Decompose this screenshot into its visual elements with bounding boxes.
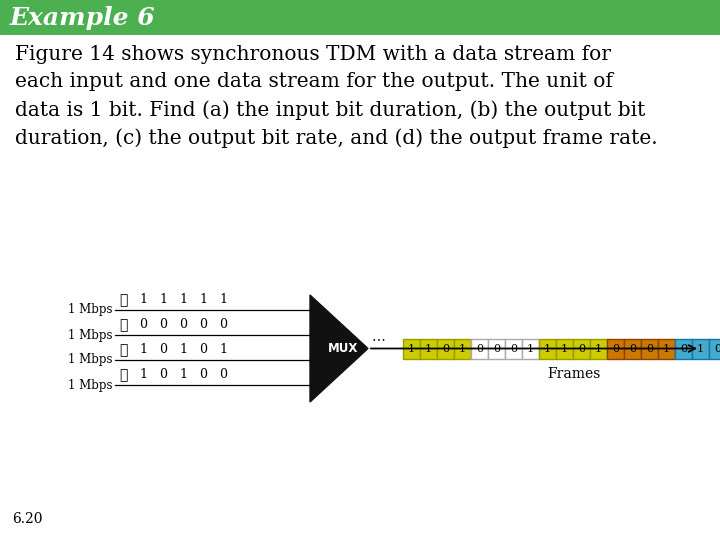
Text: 1 Mbps: 1 Mbps (68, 303, 112, 316)
Bar (539, 339, 556, 359)
Text: 1: 1 (527, 343, 534, 354)
Text: 1: 1 (139, 293, 147, 306)
Polygon shape (310, 295, 368, 402)
Bar (624, 339, 641, 359)
Text: 1: 1 (179, 368, 187, 381)
Text: 0: 0 (159, 368, 167, 381)
Text: Example 6: Example 6 (10, 5, 156, 30)
Text: ⋯: ⋯ (119, 318, 127, 332)
Text: 1: 1 (179, 293, 187, 306)
Text: 1: 1 (219, 343, 227, 356)
Text: ⋯: ⋯ (119, 293, 127, 307)
Text: 1: 1 (159, 293, 167, 306)
Text: 1: 1 (459, 343, 466, 354)
Text: 0: 0 (612, 343, 619, 354)
Text: 1: 1 (408, 343, 415, 354)
Text: 1: 1 (199, 293, 207, 306)
Text: 0: 0 (199, 368, 207, 381)
Text: 1: 1 (663, 343, 670, 354)
Bar (556, 339, 573, 359)
Text: 0: 0 (714, 343, 720, 354)
Text: 6.20: 6.20 (12, 512, 42, 526)
Bar (607, 339, 624, 359)
Text: 0: 0 (680, 343, 687, 354)
Text: 1: 1 (561, 343, 568, 354)
Text: 0: 0 (646, 343, 653, 354)
Text: 0: 0 (219, 318, 227, 331)
Text: 1: 1 (139, 368, 147, 381)
Text: 1: 1 (697, 343, 704, 354)
Text: ⋯: ⋯ (119, 343, 127, 357)
Text: Frames: Frames (547, 367, 600, 381)
Text: 1: 1 (595, 343, 602, 354)
Bar (709, 339, 720, 359)
Bar (454, 339, 471, 359)
Text: 0: 0 (179, 318, 187, 331)
Text: 0: 0 (493, 343, 500, 354)
Text: ⋯: ⋯ (371, 333, 385, 347)
Text: 0: 0 (199, 343, 207, 356)
Text: 0: 0 (510, 343, 517, 354)
Text: 0: 0 (159, 318, 167, 331)
Text: MUX: MUX (328, 342, 358, 355)
Bar (505, 339, 522, 359)
Text: 0: 0 (578, 343, 585, 354)
Bar (437, 339, 454, 359)
Text: Figure 14 shows synchronous TDM with a data stream for
each input and one data s: Figure 14 shows synchronous TDM with a d… (15, 45, 657, 148)
Bar (658, 339, 675, 359)
Bar (403, 339, 420, 359)
Text: 1 Mbps: 1 Mbps (68, 354, 112, 367)
Text: 0: 0 (442, 343, 449, 354)
Text: 1: 1 (139, 343, 147, 356)
Text: 0: 0 (476, 343, 483, 354)
Text: 0: 0 (629, 343, 636, 354)
Text: 0: 0 (159, 343, 167, 356)
Text: ⋯: ⋯ (119, 368, 127, 382)
Text: 1: 1 (179, 343, 187, 356)
Text: 1: 1 (544, 343, 551, 354)
Text: 1 Mbps: 1 Mbps (68, 379, 112, 392)
FancyBboxPatch shape (0, 0, 720, 35)
Bar (488, 339, 505, 359)
Bar (471, 339, 488, 359)
Bar (420, 339, 437, 359)
Text: 0: 0 (219, 368, 227, 381)
Bar (675, 339, 692, 359)
Text: 0: 0 (139, 318, 147, 331)
Text: 0: 0 (199, 318, 207, 331)
Bar (522, 339, 539, 359)
Bar (692, 339, 709, 359)
Bar (590, 339, 607, 359)
Bar (573, 339, 590, 359)
Bar (641, 339, 658, 359)
Text: 1: 1 (219, 293, 227, 306)
Text: 1: 1 (425, 343, 432, 354)
Text: 1 Mbps: 1 Mbps (68, 328, 112, 341)
